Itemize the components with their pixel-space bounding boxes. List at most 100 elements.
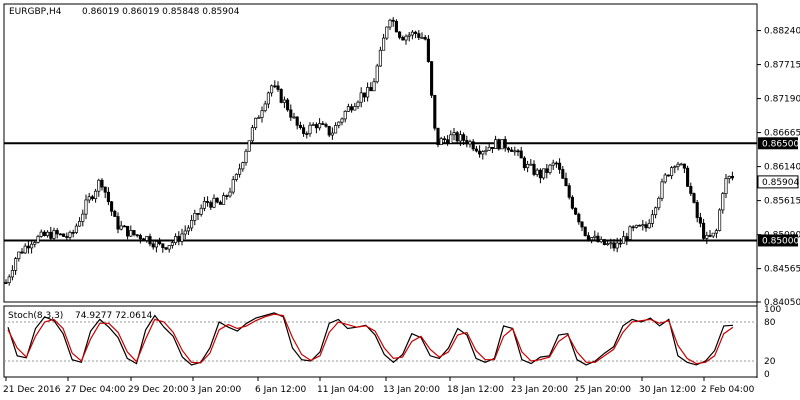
candle [382,33,386,51]
candle [538,168,542,184]
candle [462,132,466,146]
candle [78,217,82,227]
candle [727,175,731,184]
candle [298,121,302,130]
candle [580,221,584,232]
candle [145,235,149,243]
candle [257,115,261,119]
candle [378,46,382,67]
candle [30,241,34,254]
price-tick-label: 0.88240 [764,27,800,37]
candle [289,104,293,121]
candle [302,124,306,137]
candle [417,30,421,41]
candle [673,165,677,174]
horizontal-lines: 0.86500 0.85000 0.85904 [4,137,799,247]
candle [174,233,178,246]
candle [334,122,338,134]
time-tick-label: 13 Jan 20:00 [383,385,440,395]
candle [324,122,328,128]
candle [503,136,507,152]
candle [100,178,104,191]
candle [526,160,530,173]
candle [522,156,526,171]
candle [196,212,200,220]
price-tick-label: 0.84050 [764,298,800,308]
candle [570,195,574,210]
candle [212,194,216,209]
candle [337,121,341,129]
candle [263,100,267,113]
candle [55,228,59,239]
candle [46,230,50,238]
candle [190,215,194,232]
level-price-label: 0.85000 [762,236,799,246]
candle [305,131,309,139]
candle [602,239,606,246]
time-tick-label: 29 Dec 20:00 [128,385,189,395]
candle [551,159,555,170]
candle [26,240,30,254]
price-tick-label: 0.87190 [764,95,800,105]
candle [730,171,734,181]
candle [407,32,411,42]
candle [529,159,533,166]
candle [532,160,536,177]
stoch-label-values: 74.9277 72.0614 [75,311,153,321]
time-tick-label: 11 Jan 04:00 [317,385,374,395]
candle [14,256,18,275]
candle [74,223,78,235]
candle [410,30,414,40]
time-tick-label: 21 Dec 2016 [3,385,61,395]
candle [126,225,130,240]
candle [689,182,693,197]
candle [234,173,238,182]
candle [404,34,408,45]
candle [561,165,565,179]
candle [215,197,219,204]
candle [510,147,514,152]
candle [676,161,680,171]
candle [650,209,654,228]
candle [574,207,578,216]
candle [471,139,475,152]
time-tick-label: 23 Jan 20:00 [511,385,568,395]
candle [542,168,546,180]
candle [590,237,594,244]
candle [484,146,488,156]
time-axis: 21 Dec 2016 27 Dec 04:00 29 Dec 20:00 3 Jan… [3,377,755,395]
candle [65,232,69,242]
time-tick-label: 27 Dec 04:00 [65,385,126,395]
candle [343,110,347,123]
candle [62,233,66,237]
price-tick-label: 0.87715 [764,61,800,71]
candle [295,116,299,130]
candle [116,212,120,234]
candle [692,192,696,204]
candle [654,206,658,219]
candle [231,176,235,195]
candle [250,125,254,144]
price-axis: 0.88240 0.87715 0.87190 0.86665 0.86140 0.856… [757,27,800,308]
stoch-panel: 100 80 20 0 [4,305,781,380]
candle [385,26,389,40]
candle [638,224,642,227]
candle [308,122,312,137]
candle [615,237,619,253]
candle [698,212,702,228]
candles [4,17,734,286]
candle [442,136,446,143]
candle [497,138,501,151]
candle [148,233,152,247]
stoch-label-name: Stoch(8,3,3) [8,311,63,321]
candle [241,161,245,172]
candle [596,232,600,243]
candle [33,240,37,248]
candle [721,191,725,214]
candle [446,135,450,146]
candle [4,279,8,284]
chart-symbol: EURGBP,H4 [9,7,62,17]
candle [666,174,670,177]
candle [426,35,430,63]
candle [586,232,590,242]
